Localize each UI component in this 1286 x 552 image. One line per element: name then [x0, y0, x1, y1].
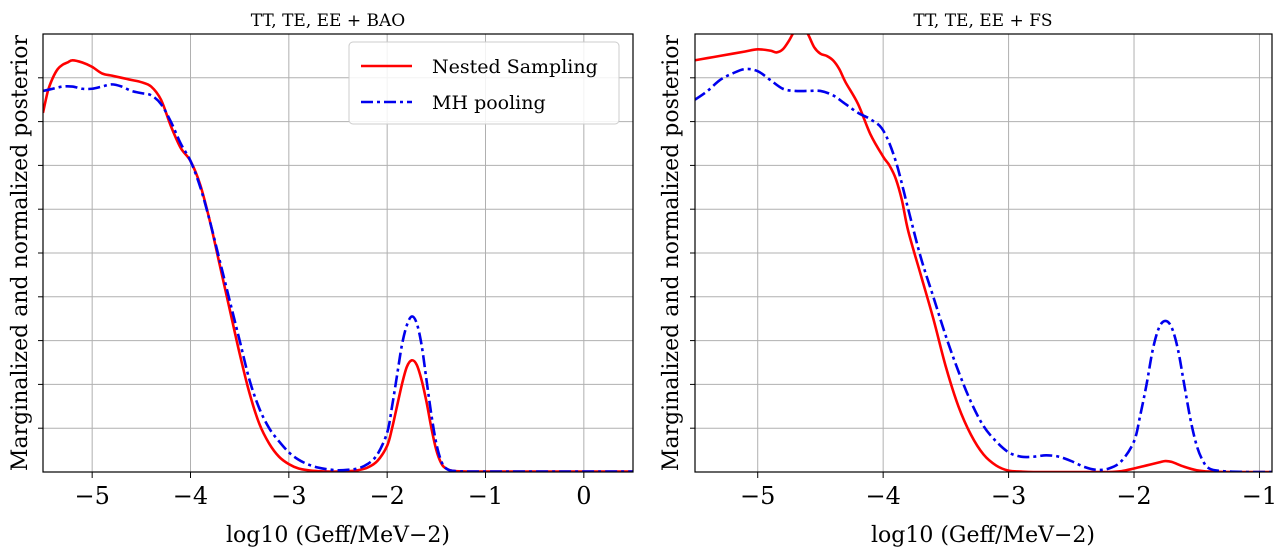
x-tick-label: 0	[576, 482, 591, 510]
grid-lines	[695, 34, 1272, 472]
x-tick-label: −2	[369, 482, 404, 510]
x-tick-label: −4	[865, 482, 900, 510]
x-tick-label: −1	[468, 482, 503, 510]
x-tick-label: −1	[1242, 482, 1277, 510]
series-lines	[43, 58, 633, 472]
x-tick-label: −3	[991, 482, 1026, 510]
x-tick-label: −4	[173, 482, 208, 510]
x-tick-labels: −5 −4 −3 −2 −1 0	[38, 77, 591, 510]
legend-label-nested-sampling: Nested Sampling	[432, 56, 598, 78]
x-tick-label: −3	[271, 482, 306, 510]
series-lines	[695, 34, 1272, 472]
chart-panel-bao: TT, TE, EE + BAO −5 −4 −3 −2 −1 0 log10 (Geff…	[8, 11, 634, 548]
x-tick-labels: −5 −4 −3 −2 −1	[690, 77, 1277, 510]
chart-title: TT, TE, EE + BAO	[251, 11, 405, 31]
x-tick-label: −5	[740, 482, 775, 510]
series-line-mh-pooling	[43, 83, 633, 472]
y-axis-label: Marginalized and normalized posterior	[659, 34, 684, 471]
series-line-nested-sampling	[43, 58, 633, 472]
legend-box	[348, 41, 620, 125]
x-tick-label: −5	[74, 482, 109, 510]
x-axis-label: log10 (Geff/MeV−2)	[871, 523, 1095, 548]
legend: Nested Sampling MH pooling	[348, 41, 620, 125]
chart-title: TT, TE, EE + FS	[913, 11, 1052, 31]
y-axis-label: Marginalized and normalized posterior	[8, 34, 33, 471]
chart-panel-fs: TT, TE, EE + FS −5 −4 −3 −2 −1 log10 (Geff/M…	[659, 11, 1277, 548]
series-line-nested-sampling	[695, 34, 1272, 472]
x-tick-label: −2	[1116, 482, 1151, 510]
x-axis-label: log10 (Geff/MeV−2)	[226, 523, 450, 548]
series-line-mh-pooling	[695, 67, 1272, 472]
legend-label-mh-pooling: MH pooling	[432, 92, 546, 114]
